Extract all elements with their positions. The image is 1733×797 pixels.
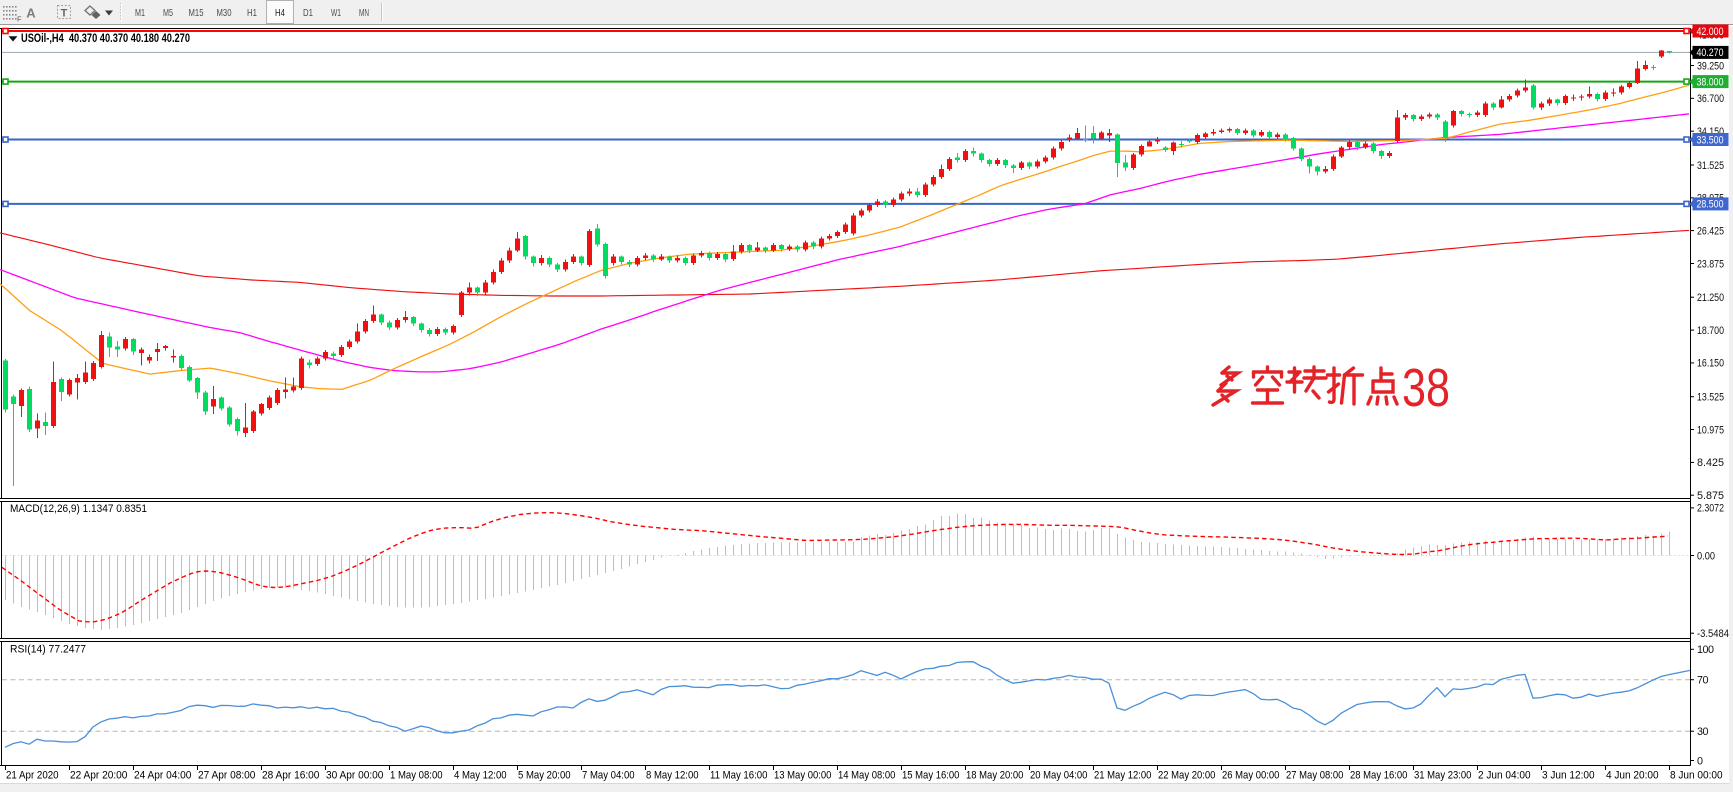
svg-text:W1: W1 (331, 7, 341, 19)
svg-text:M5: M5 (163, 7, 173, 19)
svg-text:MACD(12,26,9) 1.1347 0.8351: MACD(12,26,9) 1.1347 0.8351 (10, 503, 147, 515)
svg-text:4 Jun 20:00: 4 Jun 20:00 (1606, 770, 1659, 782)
svg-text:30 Apr 00:00: 30 Apr 00:00 (326, 770, 383, 782)
svg-text:16.150: 16.150 (1697, 358, 1724, 370)
svg-text:26 May 00:00: 26 May 00:00 (1222, 770, 1279, 782)
svg-text:21.250: 21.250 (1697, 292, 1724, 304)
svg-text:5.875: 5.875 (1697, 490, 1724, 502)
svg-text:2 Jun 04:00: 2 Jun 04:00 (1478, 770, 1531, 782)
svg-text:42.000: 42.000 (1697, 26, 1724, 38)
svg-text:31.525: 31.525 (1697, 160, 1724, 172)
svg-text:1 May 08:00: 1 May 08:00 (390, 770, 443, 782)
svg-text:23.875: 23.875 (1697, 258, 1724, 270)
svg-text:13.525: 13.525 (1697, 392, 1724, 404)
svg-text:28 May 16:00: 28 May 16:00 (1350, 770, 1407, 782)
svg-text:28 Apr 16:00: 28 Apr 16:00 (262, 770, 319, 782)
svg-text:24 Apr 04:00: 24 Apr 04:00 (134, 770, 191, 782)
svg-text:-3.5484: -3.5484 (1697, 628, 1729, 640)
svg-text:11 May 16:00: 11 May 16:00 (710, 770, 767, 782)
svg-text:M1: M1 (135, 7, 145, 19)
svg-text:40.270: 40.270 (1697, 47, 1724, 59)
svg-text:D1: D1 (303, 7, 313, 19)
svg-text:38.000: 38.000 (1697, 76, 1724, 88)
svg-text:27 Apr 08:00: 27 Apr 08:00 (198, 770, 255, 782)
svg-text:13 May 00:00: 13 May 00:00 (774, 770, 831, 782)
svg-text:5 May 20:00: 5 May 20:00 (518, 770, 571, 782)
svg-text:7 May 04:00: 7 May 04:00 (582, 770, 635, 782)
svg-text:70: 70 (1697, 675, 1709, 687)
svg-text:21 Apr 2020: 21 Apr 2020 (6, 770, 59, 782)
svg-text:26.425: 26.425 (1697, 225, 1724, 237)
svg-text:14 May 08:00: 14 May 08:00 (838, 770, 895, 782)
svg-text:27 May 08:00: 27 May 08:00 (1286, 770, 1343, 782)
svg-text:33.500: 33.500 (1697, 134, 1724, 146)
svg-text:MN: MN (359, 7, 369, 19)
svg-text:4 May 12:00: 4 May 12:00 (454, 770, 507, 782)
svg-text:M30: M30 (217, 7, 232, 19)
svg-text:H4: H4 (275, 7, 285, 19)
svg-text:8.425: 8.425 (1697, 457, 1724, 469)
svg-text:22 Apr 20:00: 22 Apr 20:00 (70, 770, 127, 782)
svg-text:36.700: 36.700 (1697, 93, 1724, 105)
svg-text:22 May 20:00: 22 May 20:00 (1158, 770, 1215, 782)
svg-text:38: 38 (1402, 358, 1450, 418)
svg-text:3 Jun 12:00: 3 Jun 12:00 (1542, 770, 1595, 782)
svg-text:28.500: 28.500 (1697, 199, 1724, 211)
svg-text:10.975: 10.975 (1697, 424, 1724, 436)
svg-text:8 May 12:00: 8 May 12:00 (646, 770, 699, 782)
svg-text:0.00: 0.00 (1697, 550, 1715, 562)
svg-text:18 May 20:00: 18 May 20:00 (966, 770, 1023, 782)
svg-text:100: 100 (1697, 644, 1714, 656)
svg-text:RSI(14) 77.2477: RSI(14) 77.2477 (10, 644, 86, 656)
svg-text:15 May 16:00: 15 May 16:00 (902, 770, 959, 782)
svg-text:2.3072: 2.3072 (1697, 503, 1724, 515)
svg-text:8 Jun 00:00: 8 Jun 00:00 (1670, 770, 1723, 782)
svg-text:USOil-,H4 40.370 40.370 40.18: USOil-,H4 40.370 40.370 40.180 40.270 (21, 32, 190, 45)
svg-text:F: F (17, 15, 22, 24)
svg-text:30: 30 (1697, 726, 1709, 738)
svg-text:31 May 23:00: 31 May 23:00 (1414, 770, 1471, 782)
svg-text:21 May 12:00: 21 May 12:00 (1094, 770, 1151, 782)
svg-text:39.250: 39.250 (1697, 60, 1724, 72)
svg-text:T: T (61, 8, 68, 20)
svg-text:18.700: 18.700 (1697, 325, 1724, 337)
svg-text:H1: H1 (247, 7, 257, 19)
svg-text:0: 0 (1697, 755, 1703, 767)
svg-text:A: A (26, 6, 36, 21)
svg-text:20 May 04:00: 20 May 04:00 (1030, 770, 1087, 782)
svg-text:M15: M15 (189, 7, 204, 19)
